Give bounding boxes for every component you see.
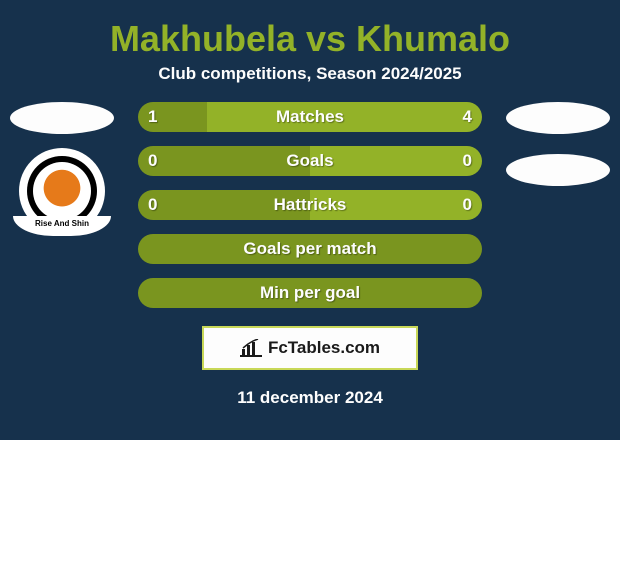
stat-label: Hattricks bbox=[138, 190, 482, 220]
stat-value-left: 1 bbox=[148, 102, 157, 132]
page-subtitle: Club competitions, Season 2024/2025 bbox=[0, 64, 620, 84]
date-line: 11 december 2024 bbox=[0, 388, 620, 408]
right-badge-column bbox=[504, 102, 612, 186]
club-badge-left: Rise And Shin bbox=[19, 148, 105, 234]
stat-bar: Goals per match bbox=[138, 234, 482, 264]
stat-bars: Matches14Goals00Hattricks00Goals per mat… bbox=[138, 102, 482, 308]
left-badge-column: Rise And Shin bbox=[8, 102, 116, 234]
content-row: Rise And Shin Matches14Goals00Hattricks0… bbox=[0, 102, 620, 308]
club-badge-center bbox=[33, 162, 91, 220]
stat-value-right: 0 bbox=[463, 146, 472, 176]
stat-value-left: 0 bbox=[148, 190, 157, 220]
player-ellipse-right-2 bbox=[506, 154, 610, 186]
stat-label: Matches bbox=[138, 102, 482, 132]
chart-icon bbox=[240, 339, 262, 357]
page-title: Makhubela vs Khumalo bbox=[0, 18, 620, 60]
stat-bar: Hattricks0 0 bbox=[138, 190, 482, 220]
brand-text: FcTables.com bbox=[268, 338, 380, 358]
player-ellipse-right-1 bbox=[506, 102, 610, 134]
club-badge-banner: Rise And Shin bbox=[13, 216, 111, 236]
stat-value-right: 0 bbox=[463, 190, 472, 220]
stat-bar: Min per goal bbox=[138, 278, 482, 308]
comparison-panel: Makhubela vs Khumalo Club competitions, … bbox=[0, 0, 620, 440]
stat-label: Goals bbox=[138, 146, 482, 176]
stat-value-right: 4 bbox=[463, 102, 472, 132]
stat-label: Min per goal bbox=[138, 278, 482, 308]
brand-box: FcTables.com bbox=[202, 326, 418, 370]
stat-label: Goals per match bbox=[138, 234, 482, 264]
stat-value-left: 0 bbox=[148, 146, 157, 176]
player-ellipse-left bbox=[10, 102, 114, 134]
stat-bar: Matches1 4 bbox=[138, 102, 482, 132]
stat-bar: Goals0 0 bbox=[138, 146, 482, 176]
